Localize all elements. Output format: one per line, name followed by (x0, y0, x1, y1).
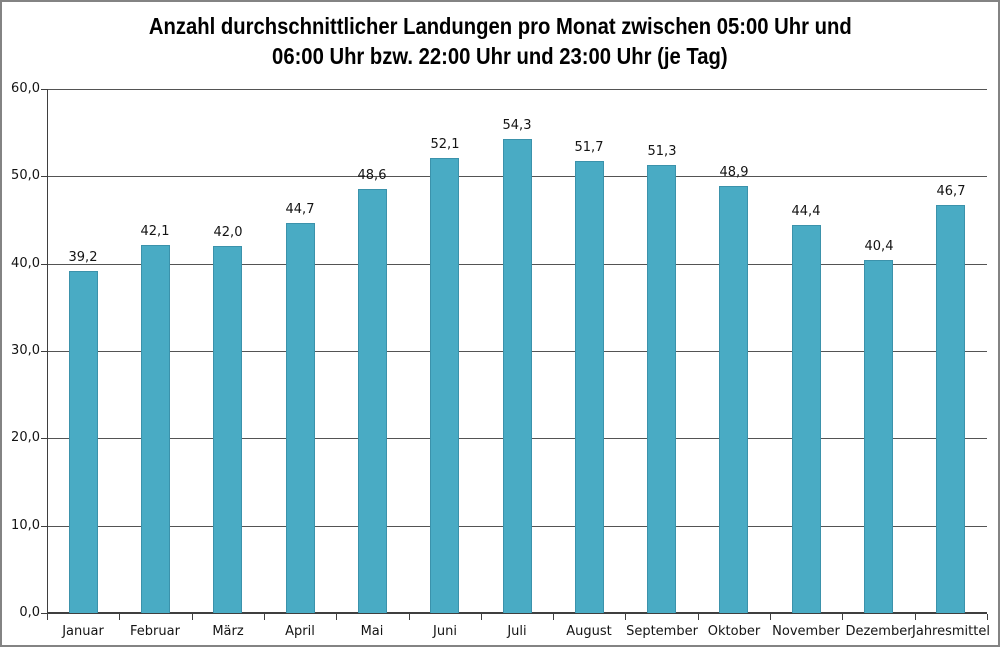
chart-title-row2: 06:00 Uhr bzw. 22:00 Uhr und 23:00 Uhr (… (2, 41, 998, 71)
bar (358, 189, 387, 613)
bar-value-label: 39,2 (68, 250, 98, 265)
chart-title-line1: Anzahl durchschnittlicher Landungen pro … (148, 13, 852, 39)
y-axis-label: 0,0 (19, 605, 40, 620)
gridline (47, 89, 987, 90)
bar-value-label: 44,4 (791, 204, 821, 219)
bar-value-label: 42,1 (140, 224, 170, 239)
bar-value-label: 52,1 (430, 137, 460, 152)
bar (213, 246, 242, 613)
y-tick (41, 438, 47, 439)
x-tick (192, 614, 193, 620)
x-axis-label: Juli (507, 624, 527, 639)
y-tick (41, 176, 47, 177)
x-axis-label: April (285, 624, 315, 639)
y-tick (41, 613, 47, 614)
x-axis-line (47, 612, 987, 614)
x-axis-label: März (212, 624, 244, 639)
x-tick (987, 614, 988, 620)
y-axis-line (47, 89, 48, 613)
bar-value-label: 48,9 (719, 165, 749, 180)
y-axis-label: 20,0 (11, 430, 40, 445)
bar (286, 223, 315, 613)
y-tick (41, 264, 47, 265)
chart-title-row1: Anzahl durchschnittlicher Landungen pro … (2, 11, 998, 41)
y-axis-label: 30,0 (11, 343, 40, 358)
x-axis-label: September (626, 624, 698, 639)
bar-value-label: 42,0 (213, 225, 243, 240)
bar-value-label: 44,7 (285, 202, 315, 217)
x-axis-label: Februar (130, 624, 180, 639)
x-tick (481, 614, 482, 620)
bar (936, 205, 965, 613)
bar-value-label: 48,6 (357, 168, 387, 183)
bar-value-label: 51,3 (647, 144, 677, 159)
y-axis-label: 50,0 (11, 168, 40, 183)
bar (719, 186, 748, 613)
x-tick (698, 614, 699, 620)
bar (864, 260, 893, 613)
x-axis-label: Juni (433, 624, 457, 639)
bar (430, 158, 459, 613)
x-tick (119, 614, 120, 620)
y-axis-label: 10,0 (11, 518, 40, 533)
y-axis-label: 60,0 (11, 81, 40, 96)
bar (792, 225, 821, 613)
x-axis-label: November (772, 624, 840, 639)
bar (575, 161, 604, 613)
bar (141, 245, 170, 613)
x-axis-label: Mai (360, 624, 384, 639)
x-axis-label: August (566, 624, 612, 639)
bar-value-label: 46,7 (936, 184, 966, 199)
x-tick (842, 614, 843, 620)
x-tick (336, 614, 337, 620)
y-tick (41, 526, 47, 527)
x-tick (915, 614, 916, 620)
bar (69, 271, 98, 613)
x-tick (625, 614, 626, 620)
x-tick (47, 614, 48, 620)
x-tick (409, 614, 410, 620)
y-tick (41, 351, 47, 352)
bar-value-label: 54,3 (502, 118, 532, 133)
bar-value-label: 40,4 (864, 239, 894, 254)
x-axis-label: Jahresmittel (912, 624, 990, 639)
y-tick (41, 89, 47, 90)
x-tick (553, 614, 554, 620)
bar-value-label: 51,7 (574, 140, 604, 155)
chart-title: Anzahl durchschnittlicher Landungen pro … (2, 11, 998, 71)
x-tick (770, 614, 771, 620)
x-tick (264, 614, 265, 620)
y-axis-label: 40,0 (11, 256, 40, 271)
bar (647, 165, 676, 613)
chart-title-line2: 06:00 Uhr bzw. 22:00 Uhr und 23:00 Uhr (… (272, 43, 728, 69)
x-axis-label: Januar (62, 624, 104, 639)
x-axis-label: Dezember (845, 624, 913, 639)
x-axis-label: Oktober (707, 624, 761, 639)
bar (503, 139, 532, 613)
